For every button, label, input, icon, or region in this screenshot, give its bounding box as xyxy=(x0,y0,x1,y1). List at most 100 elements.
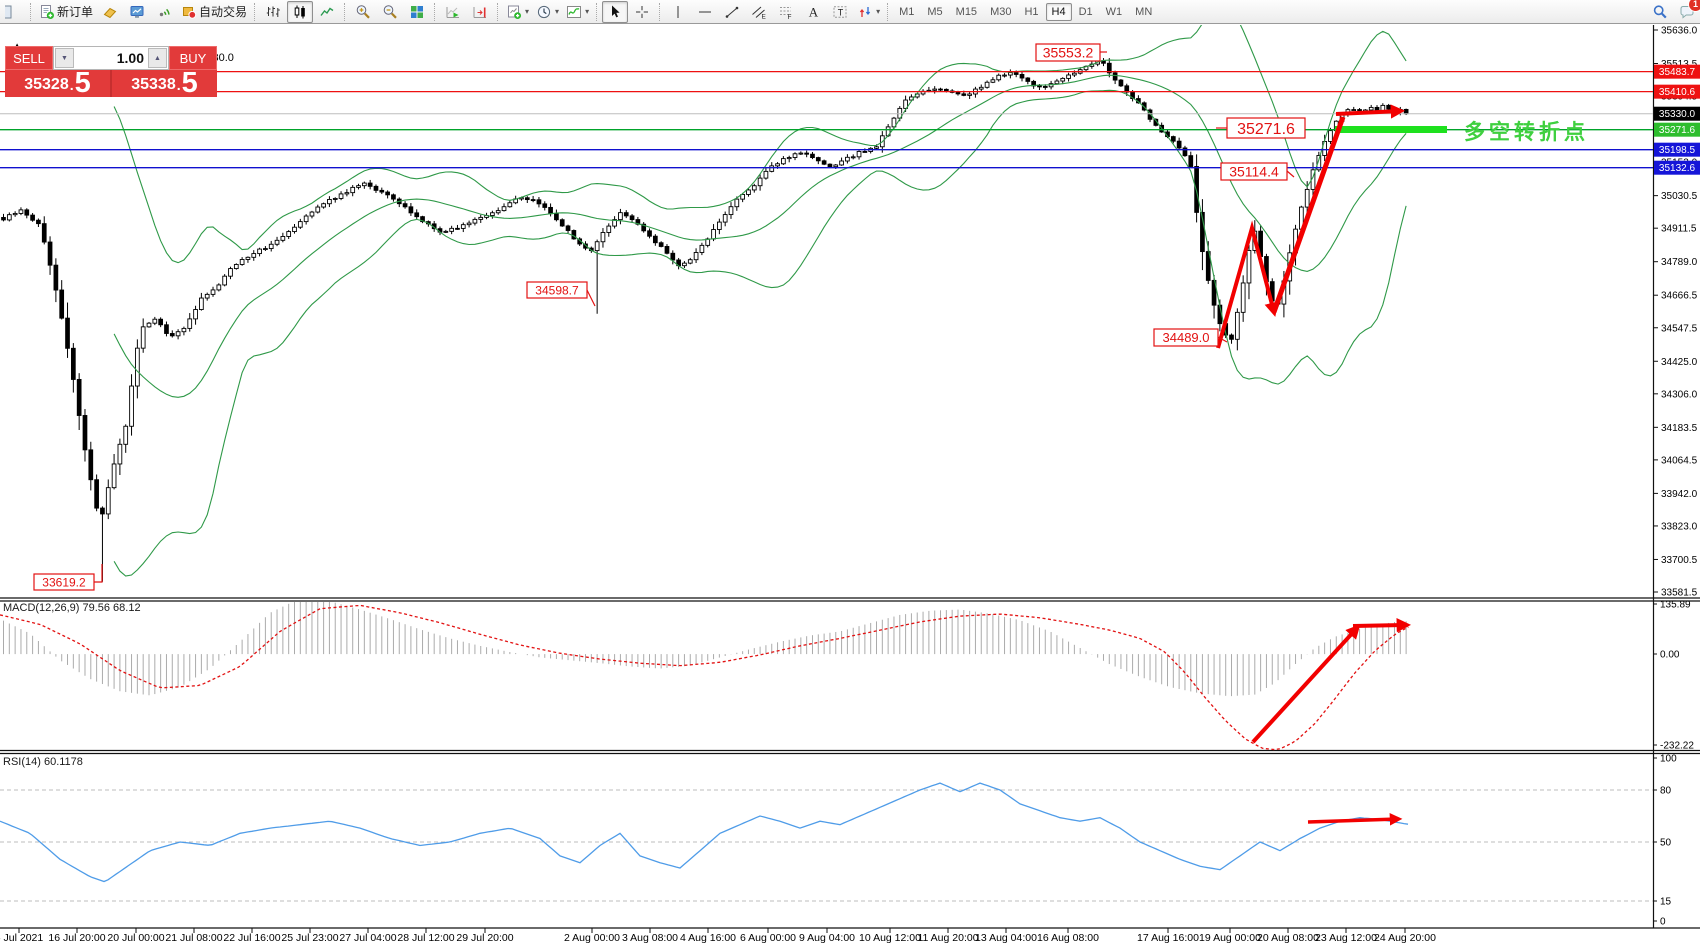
tab-timeframe-H4[interactable]: H4 xyxy=(1045,2,1072,21)
trendline-icon xyxy=(725,6,739,18)
volume-up-button[interactable]: ▲ xyxy=(148,48,167,68)
chevron-down-icon[interactable]: ▾ xyxy=(876,7,881,16)
svg-text:2 Aug 00:00: 2 Aug 00:00 xyxy=(564,932,620,944)
tab-timeframe-M15[interactable]: M15 xyxy=(955,5,978,18)
profiles-clock-button[interactable]: ▾ xyxy=(533,1,562,23)
vline-button[interactable] xyxy=(665,1,691,23)
red-arrow[interactable] xyxy=(1251,624,1361,744)
tab-timeframe-M5[interactable]: M5 xyxy=(927,5,943,18)
tab-timeframe-H1[interactable]: H1 xyxy=(1024,5,1039,18)
sell-price-dot: . xyxy=(69,77,74,93)
text-label-button[interactable]: T xyxy=(827,1,853,23)
svg-text:33700.5: 33700.5 xyxy=(1661,555,1698,566)
zoom-in-button[interactable] xyxy=(350,1,376,23)
tab-timeframe-M1[interactable]: M1 xyxy=(899,5,915,18)
horizontal-level-lines[interactable] xyxy=(0,71,1653,169)
crosshair-button[interactable] xyxy=(629,1,655,23)
red-arrow[interactable] xyxy=(1307,812,1403,826)
buy-price[interactable]: 35338 . 5 xyxy=(112,69,217,98)
red-arrow[interactable] xyxy=(1216,220,1279,349)
profiles-clock-icon xyxy=(537,5,551,18)
text-label-icon: T xyxy=(833,5,847,18)
svg-text:25 Jul 23:00: 25 Jul 23:00 xyxy=(281,932,338,944)
svg-text:35410.6: 35410.6 xyxy=(1659,87,1696,98)
sell-price-big: 5 xyxy=(74,67,91,99)
stats-button[interactable] xyxy=(124,1,150,23)
red-arrow[interactable] xyxy=(1335,104,1406,119)
autotrade-button[interactable]: 自动交易 xyxy=(178,1,250,23)
red-arrow[interactable] xyxy=(1271,116,1346,313)
indicators-button[interactable]: ▾ xyxy=(563,1,592,23)
search-button[interactable] xyxy=(1647,1,1673,23)
line-chart-button[interactable] xyxy=(314,1,340,23)
notification-badge[interactable]: 1 xyxy=(1688,0,1700,12)
volume-down-button[interactable]: ▼ xyxy=(55,48,74,68)
chevron-down-icon[interactable]: ▾ xyxy=(525,7,530,16)
volume-value[interactable]: 1.00 xyxy=(116,50,144,66)
chevron-down-icon[interactable]: ▾ xyxy=(555,7,560,16)
channel-button[interactable]: E xyxy=(746,1,772,23)
svg-text:13 Aug 04:00: 13 Aug 04:00 xyxy=(975,932,1037,944)
svg-text:35271.6: 35271.6 xyxy=(1237,121,1295,138)
svg-text:100: 100 xyxy=(1660,754,1677,765)
sell-price[interactable]: 35328 . 5 xyxy=(5,67,110,99)
rsi-panel xyxy=(0,782,1653,902)
svg-text:34666.5: 34666.5 xyxy=(1661,291,1698,302)
tab-timeframe-M30[interactable]: M30 xyxy=(990,5,1012,18)
price-badges: 35483.7 35410.6 35271.6 35198.5 35132.6 35330… xyxy=(1654,64,1700,175)
svg-text:3 Aug 08:00: 3 Aug 08:00 xyxy=(622,932,678,944)
svg-text:80: 80 xyxy=(1660,786,1672,797)
signal-button[interactable] xyxy=(151,1,177,23)
shapes-button[interactable]: ▾ xyxy=(854,1,883,23)
price-label[interactable]: 35271.6 xyxy=(1216,117,1306,139)
new-chart-button[interactable]: ▾ xyxy=(503,1,532,23)
signal-icon xyxy=(159,8,170,16)
price-label[interactable]: 35114.4 xyxy=(1220,162,1295,181)
bar-chart-button[interactable] xyxy=(260,1,286,23)
svg-text:10 Aug 12:00: 10 Aug 12:00 xyxy=(859,932,921,944)
svg-text:35553.2: 35553.2 xyxy=(1043,45,1094,61)
autoscroll-button[interactable] xyxy=(440,1,466,23)
svg-text:29 Jul 20:00: 29 Jul 20:00 xyxy=(456,932,513,944)
buy-button[interactable]: BUY xyxy=(169,46,217,70)
price-label[interactable]: 33619.2 xyxy=(33,564,103,591)
sell-button[interactable]: SELL xyxy=(5,46,53,70)
toolbar-separator xyxy=(434,2,436,21)
price-label[interactable]: 34489.0 xyxy=(1153,328,1228,347)
tab-timeframe-MN[interactable]: MN xyxy=(1135,5,1153,18)
cursor-button[interactable] xyxy=(602,0,629,23)
chart-shift-button[interactable] xyxy=(467,1,493,23)
chevron-down-icon[interactable]: ▾ xyxy=(585,7,590,16)
symbol-arrow-icon: ▲ xyxy=(13,41,21,50)
tab-timeframe-W1[interactable]: W1 xyxy=(1105,5,1123,18)
candle-chart-button[interactable] xyxy=(287,0,314,23)
fibonacci-button[interactable]: F xyxy=(773,1,799,23)
svg-text:34489.0: 34489.0 xyxy=(1163,330,1210,345)
svg-text:35513.5: 35513.5 xyxy=(1661,59,1698,70)
red-arrow[interactable] xyxy=(1352,617,1412,633)
cursor-icon xyxy=(612,5,620,17)
svg-text:33942.0: 33942.0 xyxy=(1661,489,1698,500)
drawing-objects[interactable]: 35553.2 35271.6 35114.4 34489.0 34598.7 33619… xyxy=(33,43,1447,826)
price-label[interactable]: 34598.7 xyxy=(526,281,596,307)
toolbar-separator xyxy=(887,2,889,21)
trendline-button[interactable] xyxy=(719,1,745,23)
price-label[interactable]: 35553.2 xyxy=(1035,43,1107,62)
turning-point-bar[interactable] xyxy=(1335,126,1447,133)
tab-timeframe-D1[interactable]: D1 xyxy=(1078,5,1093,18)
eraser-button[interactable] xyxy=(97,1,123,23)
hline-button[interactable] xyxy=(692,1,718,23)
clipped-icon xyxy=(5,5,12,18)
zoom-out-button[interactable] xyxy=(377,1,403,23)
svg-text:23 Aug 12:00: 23 Aug 12:00 xyxy=(1315,932,1377,944)
new-order-label: 新订单 xyxy=(57,5,94,19)
new-order-button[interactable]: 新订单 xyxy=(36,1,96,23)
zoom-out-icon xyxy=(383,4,397,19)
text-button[interactable]: A xyxy=(800,1,826,23)
clipped-button[interactable] xyxy=(0,1,26,23)
tile-windows-button[interactable] xyxy=(404,1,430,23)
new-chart-icon xyxy=(508,5,522,19)
chat-button[interactable]: 1 xyxy=(1674,0,1700,23)
